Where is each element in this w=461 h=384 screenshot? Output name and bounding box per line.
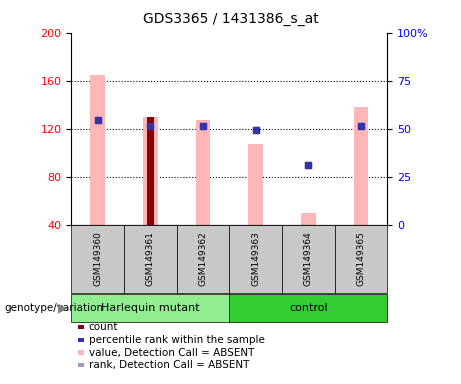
Text: ▶: ▶ (59, 301, 68, 314)
Text: control: control (289, 303, 328, 313)
Bar (90, 74, 105, 225)
Bar (143, 117, 158, 225)
Bar (354, 107, 368, 225)
Text: GSM149360: GSM149360 (93, 232, 102, 286)
Text: Harlequin mutant: Harlequin mutant (101, 303, 200, 313)
Text: GDS3365 / 1431386_s_at: GDS3365 / 1431386_s_at (142, 12, 319, 25)
Text: genotype/variation: genotype/variation (5, 303, 104, 313)
Text: GSM149361: GSM149361 (146, 232, 155, 286)
Text: GSM149365: GSM149365 (356, 232, 366, 286)
Text: count: count (89, 322, 118, 332)
Text: value, Detection Call = ABSENT: value, Detection Call = ABSENT (89, 348, 254, 358)
Bar (248, 144, 263, 225)
Text: percentile rank within the sample: percentile rank within the sample (89, 335, 265, 345)
Bar (195, 120, 210, 225)
Text: rank, Detection Call = ABSENT: rank, Detection Call = ABSENT (89, 360, 249, 370)
Bar (147, 117, 154, 225)
Bar (301, 213, 316, 225)
Text: GSM149363: GSM149363 (251, 232, 260, 286)
Text: GSM149364: GSM149364 (304, 232, 313, 286)
Text: GSM149362: GSM149362 (199, 232, 207, 286)
